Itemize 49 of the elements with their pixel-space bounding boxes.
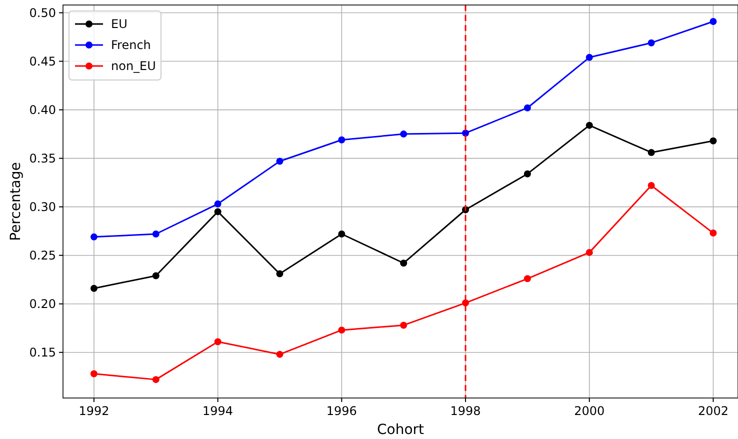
point bbox=[152, 376, 160, 384]
x-tick-label: 1994 bbox=[202, 404, 234, 418]
point bbox=[338, 326, 346, 334]
point bbox=[586, 248, 593, 256]
point bbox=[276, 350, 284, 358]
point bbox=[152, 272, 160, 280]
legend-label: French bbox=[111, 38, 151, 52]
point bbox=[400, 130, 408, 138]
point bbox=[524, 170, 531, 178]
x-tick-label: 2000 bbox=[574, 404, 605, 418]
y-axis-title: Percentage bbox=[8, 162, 24, 241]
y-tick-label: 0.50 bbox=[29, 6, 56, 20]
y-tick-label: 0.45 bbox=[29, 54, 56, 68]
point bbox=[710, 137, 717, 144]
point bbox=[276, 158, 284, 165]
point bbox=[524, 104, 531, 112]
point bbox=[648, 148, 655, 156]
y-tick-label: 0.20 bbox=[29, 297, 56, 312]
point bbox=[586, 54, 593, 61]
point bbox=[400, 260, 408, 267]
y-tick-label: 0.40 bbox=[29, 103, 56, 117]
legend-label: non_EU bbox=[111, 59, 156, 74]
point bbox=[214, 208, 222, 216]
point bbox=[90, 233, 98, 240]
x-axis-title: Cohort bbox=[376, 422, 425, 438]
y-tick-label: 0.25 bbox=[29, 248, 56, 263]
y-tick-label: 0.30 bbox=[29, 200, 56, 214]
y-tick-label: 0.35 bbox=[29, 152, 56, 166]
point bbox=[710, 18, 717, 25]
x-tick-label: 1992 bbox=[78, 404, 110, 418]
point bbox=[400, 322, 408, 329]
point bbox=[648, 39, 655, 46]
point bbox=[586, 122, 593, 129]
x-tick-label: 1996 bbox=[326, 404, 357, 418]
point bbox=[214, 338, 222, 346]
point bbox=[524, 275, 531, 282]
point bbox=[338, 230, 346, 238]
point bbox=[276, 270, 284, 278]
y-tick-label: 0.15 bbox=[29, 346, 56, 360]
point bbox=[152, 230, 160, 238]
point bbox=[90, 284, 98, 292]
point bbox=[338, 136, 346, 144]
x-tick-label: 1998 bbox=[450, 404, 481, 418]
point bbox=[214, 200, 222, 208]
point bbox=[90, 370, 98, 378]
x-tick-label: 2002 bbox=[698, 404, 729, 418]
point bbox=[710, 230, 717, 237]
point bbox=[648, 182, 655, 189]
legend-label: EU bbox=[111, 17, 128, 32]
